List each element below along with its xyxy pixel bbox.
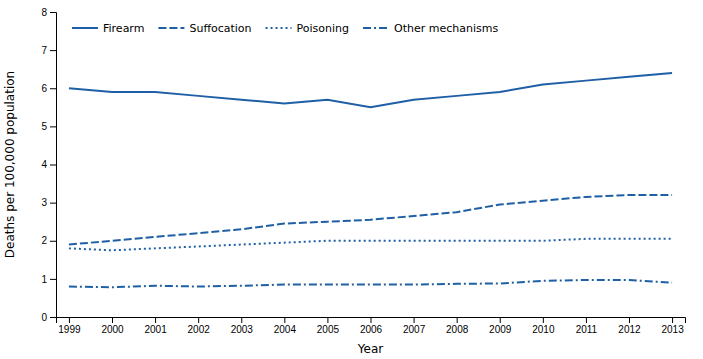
tick-label: 2011: [576, 324, 598, 335]
tick-label: 2006: [360, 324, 383, 335]
tick-mark: [371, 317, 372, 323]
tick-mark: [327, 317, 328, 323]
tick: 0: [41, 312, 56, 323]
y-axis: 0 1 2 3 4 5 6 7 8: [41, 7, 56, 323]
tick: 2007: [403, 317, 426, 335]
tick-mark: [155, 317, 156, 323]
tick: 2004: [274, 317, 297, 335]
tick: 7: [41, 45, 56, 56]
series-line: [69, 280, 672, 287]
tick: 4: [41, 159, 56, 170]
tick-mark: [50, 279, 56, 280]
legend-label: Poisoning: [297, 22, 349, 35]
series-line: [69, 195, 672, 245]
tick: 1: [41, 274, 56, 285]
tick-label: 6: [41, 83, 47, 94]
tick-label: 2012: [618, 324, 641, 335]
legend-label: Firearm: [103, 22, 144, 35]
tick-label: 0: [41, 312, 47, 323]
tick-label: 1: [41, 274, 47, 285]
legend-item: Poisoning: [266, 22, 349, 35]
tick: 3: [41, 197, 56, 208]
tick: 8: [41, 7, 56, 18]
tick-label: 2: [41, 235, 47, 246]
tick-mark: [50, 126, 56, 127]
tick: 2008: [446, 317, 469, 335]
series-line: [69, 73, 672, 107]
chart: 1999 2000 2001 2002 2003 2004 2005 2006 2007 2008…: [0, 0, 703, 359]
tick-label: 2008: [446, 324, 469, 335]
tick-mark: [112, 317, 113, 323]
tick-mark: [500, 317, 501, 323]
tick-mark: [50, 203, 56, 204]
tick: 2012: [618, 317, 641, 335]
tick: 1999: [58, 317, 81, 335]
tick-mark: [50, 241, 56, 242]
legend-item: Suffocation: [158, 22, 251, 35]
tick-label: 2000: [101, 324, 124, 335]
tick: 2006: [360, 317, 383, 335]
tick-label: 3: [41, 197, 47, 208]
legend-label: Suffocation: [189, 22, 251, 35]
tick-label: 2002: [188, 324, 211, 335]
tick-label: 2003: [231, 324, 254, 335]
series-line: [69, 239, 672, 250]
tick-label: 2001: [144, 324, 167, 335]
tick-mark: [50, 12, 56, 13]
legend-item: Firearm: [72, 22, 144, 35]
legend-swatch: [363, 27, 389, 29]
tick-label: 2004: [274, 324, 297, 335]
tick-mark: [586, 317, 587, 323]
legend-swatch: [266, 27, 292, 29]
x-axis: 1999 2000 2001 2002 2003 2004 2005 2006 2007 2008…: [57, 317, 686, 335]
tick-mark: [629, 317, 630, 323]
legend-item: Other mechanisms: [363, 22, 498, 35]
legend-label: Other mechanisms: [394, 22, 498, 35]
tick: 2001: [144, 317, 167, 335]
tick-label: 8: [41, 7, 47, 18]
tick-mark: [50, 165, 56, 166]
tick: 2002: [188, 317, 211, 335]
legend-background: [66, 18, 504, 38]
plot: 1999 2000 2001 2002 2003 2004 2005 2006 2007 2008…: [41, 7, 685, 335]
tick: 2011: [576, 317, 598, 335]
tick: 5: [41, 121, 56, 132]
tick-label: 1999: [58, 324, 81, 335]
legend-swatch: [158, 27, 184, 29]
tick-label: 2009: [489, 324, 512, 335]
tick: 2013: [661, 317, 684, 335]
tick: 2009: [489, 317, 512, 335]
tick-mark: [672, 317, 673, 323]
tick-mark: [241, 317, 242, 323]
tick: 2005: [317, 317, 340, 335]
tick: 2010: [532, 317, 555, 335]
tick-mark: [50, 88, 56, 89]
legend: Firearm Suffocation Poisoning Other mechani…: [66, 18, 504, 38]
tick-label: 7: [41, 45, 47, 56]
tick-mark: [543, 317, 544, 323]
axis-line: [57, 318, 686, 324]
tick-label: 2005: [317, 324, 340, 335]
lines: [69, 73, 672, 287]
tick-mark: [284, 317, 285, 323]
tick-label: 2007: [403, 324, 426, 335]
tick-label: 4: [41, 159, 47, 170]
tick: 2003: [231, 317, 254, 335]
tick-mark: [69, 317, 70, 323]
tick: 6: [41, 83, 56, 94]
tick-mark: [50, 50, 56, 51]
tick-mark: [414, 317, 415, 323]
y-axis-title: Deaths per 100,000 population: [3, 71, 17, 258]
tick-label: 2013: [661, 324, 684, 335]
tick: 2000: [101, 317, 124, 335]
tick-mark: [457, 317, 458, 323]
tick-mark: [198, 317, 199, 323]
tick-label: 2010: [532, 324, 555, 335]
x-axis-title: Year: [357, 342, 383, 356]
legend-swatch: [72, 27, 98, 29]
tick-mark: [50, 317, 56, 318]
tick: 2: [41, 235, 56, 246]
tick-label: 5: [41, 121, 47, 132]
axis-line: [50, 13, 57, 318]
